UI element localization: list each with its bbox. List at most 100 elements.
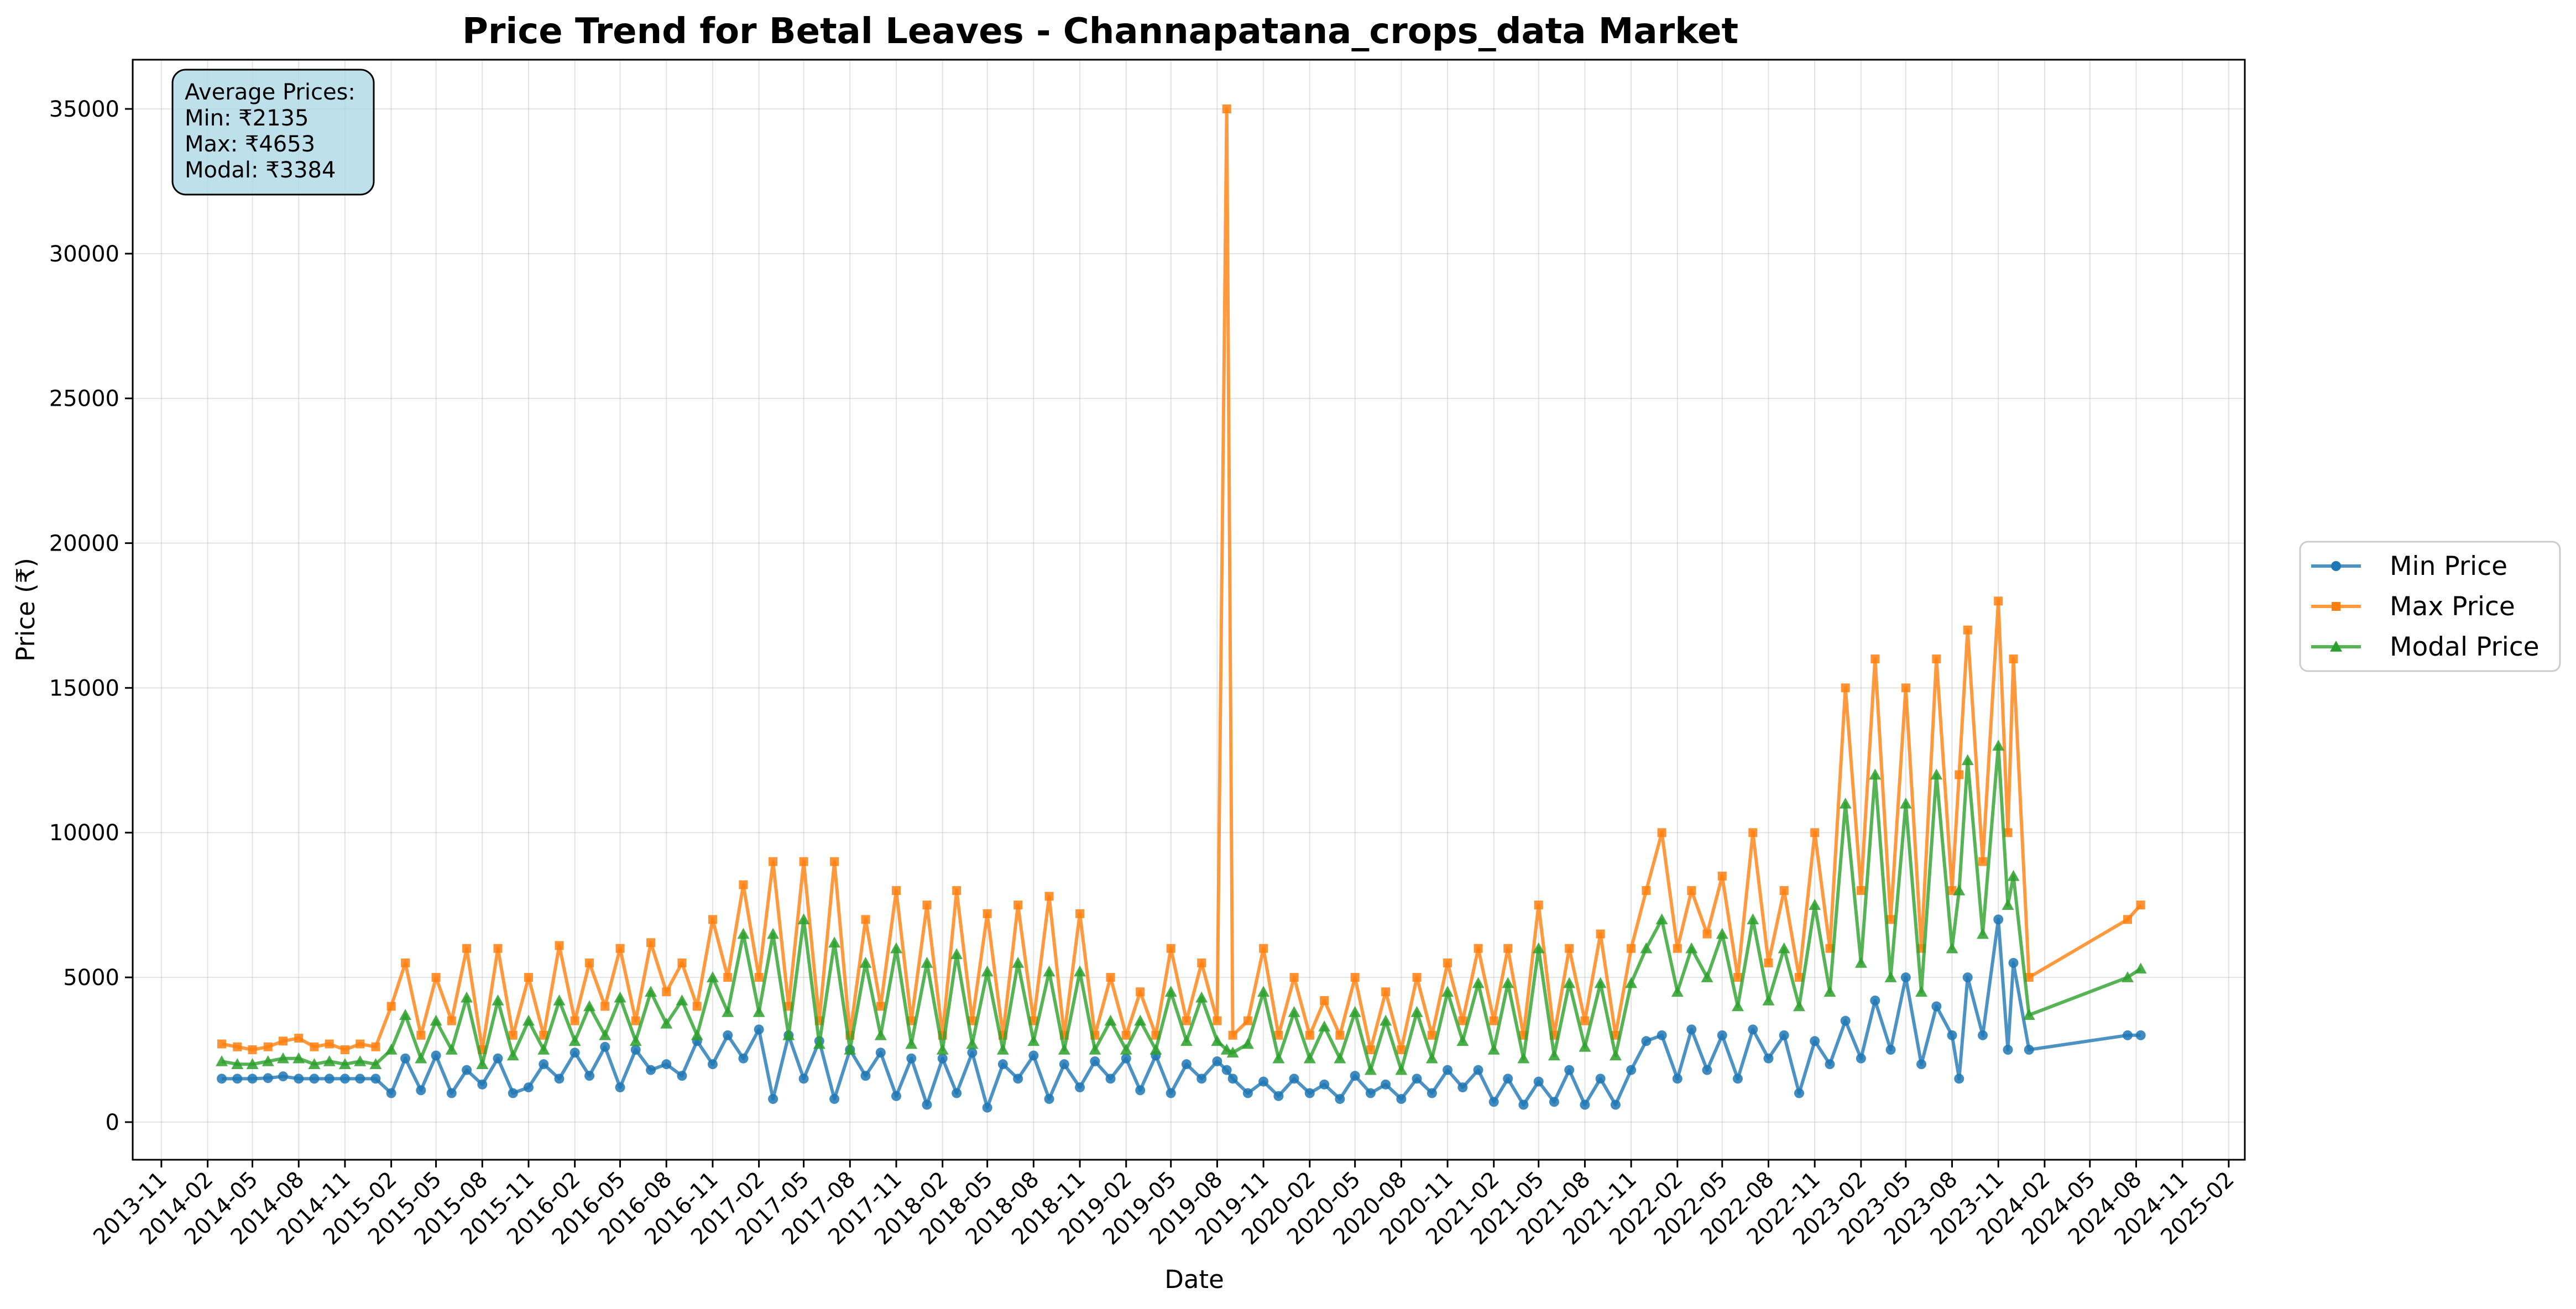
modal-price-point xyxy=(1318,1020,1331,1032)
min-price-point xyxy=(630,1045,641,1055)
min-price-point xyxy=(1595,1074,1606,1084)
min-price-point xyxy=(1549,1097,1559,1107)
average-min-price: Min: ₹2135 xyxy=(185,106,309,131)
modal-price-point xyxy=(996,1044,1009,1055)
min-price-point xyxy=(1473,1065,1483,1075)
min-price-point xyxy=(798,1074,809,1084)
max-price-point xyxy=(356,1039,365,1049)
min-price-point xyxy=(1212,1056,1222,1066)
modal-price-point xyxy=(1609,1049,1622,1061)
max-price-point xyxy=(1702,929,1712,939)
modal-price-point xyxy=(1349,1006,1361,1017)
min-price-point xyxy=(1227,1074,1238,1084)
max-price-point xyxy=(248,1045,257,1054)
max-price-point xyxy=(1794,973,1804,982)
min-price-point xyxy=(1028,1050,1039,1061)
max-price-point xyxy=(952,886,962,895)
min-price-point xyxy=(294,1074,304,1084)
x-axis-label: Date xyxy=(1164,1265,1224,1294)
max-price-point xyxy=(1044,892,1054,901)
min-price-point xyxy=(2135,1030,2146,1040)
min-price-point xyxy=(952,1088,962,1098)
max-price-point xyxy=(401,958,410,967)
min-price-point xyxy=(754,1024,764,1035)
modal-price-point xyxy=(2007,870,2020,881)
modal-price-point xyxy=(797,913,810,925)
max-price-point xyxy=(631,1016,640,1025)
min-price-point xyxy=(1412,1074,1422,1084)
max-price-point xyxy=(325,1039,334,1049)
min-price-point xyxy=(1931,1001,1942,1012)
min-price-point xyxy=(1978,1030,1988,1040)
modal-price-point xyxy=(1731,1000,1744,1012)
modal-price-point xyxy=(1195,991,1208,1003)
min-price-point xyxy=(997,1059,1008,1070)
modal-price-point xyxy=(981,965,994,977)
max-price-point xyxy=(1335,1030,1345,1040)
modal-price-point xyxy=(1548,1049,1560,1061)
modal-price-point xyxy=(385,1044,398,1055)
average-modal-price: Modal: ₹3384 xyxy=(185,158,336,183)
max-price-point xyxy=(1627,944,1636,953)
modal-price-point xyxy=(844,1044,856,1055)
modal-price-point xyxy=(782,1029,795,1040)
min-price-point xyxy=(1090,1056,1100,1066)
min-price-point xyxy=(1365,1088,1376,1098)
modal-price-point xyxy=(1930,768,1943,780)
chart-title: Price Trend for Betal Leaves - Channapat… xyxy=(462,11,1738,52)
modal-price-point xyxy=(676,994,688,1006)
min-price-point xyxy=(1900,972,1911,983)
max-price-point xyxy=(2136,900,2145,910)
min-price-point xyxy=(355,1074,365,1084)
min-price-point xyxy=(1427,1088,1437,1098)
min-price-point xyxy=(1105,1074,1116,1084)
modal-price-point xyxy=(262,1055,274,1066)
min-price-point xyxy=(493,1053,503,1064)
min-price-point xyxy=(1518,1099,1529,1110)
modal-price-point xyxy=(828,936,841,948)
modal-price-point xyxy=(1027,1035,1040,1046)
min-price-point xyxy=(370,1074,381,1084)
modal-price-point xyxy=(1747,913,1759,925)
legend-marker-modal-price xyxy=(2330,641,2342,652)
min-price-point xyxy=(1993,914,2004,925)
y-tick-label: 15000 xyxy=(49,676,119,701)
min-price-point xyxy=(1273,1091,1284,1101)
max-price-point xyxy=(1565,944,1574,953)
max-price-point xyxy=(1596,929,1605,939)
min-price-point xyxy=(967,1048,978,1058)
max-price-point xyxy=(891,886,901,895)
min-price-point xyxy=(1954,1074,1964,1084)
modal-price-point xyxy=(1211,1035,1224,1046)
modal-price-point xyxy=(292,1052,305,1064)
legend-label-max-price: Max Price xyxy=(2390,591,2515,622)
modal-price-point xyxy=(1854,956,1867,968)
max-price-point xyxy=(1733,973,1742,982)
max-price-point xyxy=(1243,1016,1252,1025)
max-price-point xyxy=(861,915,870,924)
average-prices-box-frame xyxy=(171,69,375,196)
modal-price-point xyxy=(1288,1006,1300,1017)
legend-label-min-price: Min Price xyxy=(2390,551,2507,582)
modal-price-point xyxy=(1701,971,1713,982)
min-price-point xyxy=(1013,1074,1023,1084)
modal-price-point xyxy=(308,1058,321,1069)
modal-price-point xyxy=(1579,1040,1591,1052)
max-price-point xyxy=(1381,987,1391,997)
min-price-point xyxy=(1810,1036,1820,1046)
legend-marker-min-price xyxy=(2331,561,2341,571)
max-price-point xyxy=(739,880,748,889)
modal-price-point xyxy=(323,1055,336,1066)
min-price-point xyxy=(1304,1088,1315,1098)
modal-price-point xyxy=(1272,1052,1285,1064)
max-price-point xyxy=(1412,973,1422,982)
modal-price-point xyxy=(1823,986,1836,997)
min-price-point xyxy=(1166,1088,1176,1098)
modal-price-point xyxy=(1425,1052,1438,1064)
modal-price-point xyxy=(874,1029,887,1040)
max-price-point xyxy=(1397,1045,1406,1054)
max-price-point xyxy=(1748,828,1758,837)
max-price-point xyxy=(263,1042,273,1051)
min-price-point xyxy=(1610,1099,1621,1110)
